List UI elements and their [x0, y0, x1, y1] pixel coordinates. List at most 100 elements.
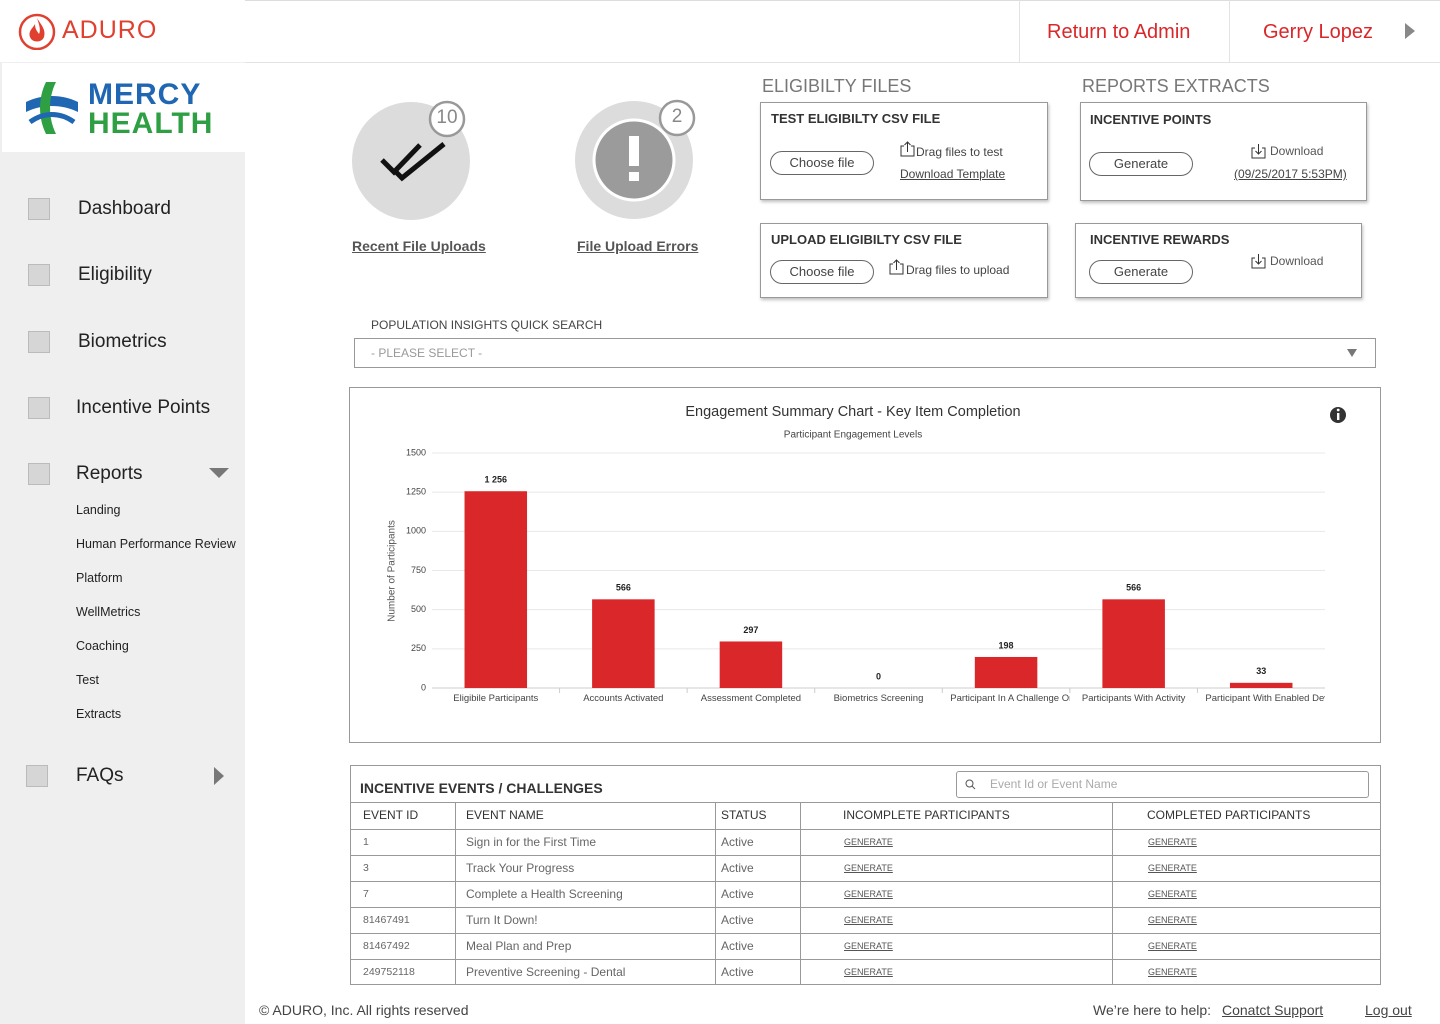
x-tick-label-box: Eligibile Participants — [453, 693, 538, 704]
generate-link[interactable]: GENERATE — [844, 837, 893, 847]
download-icon — [1251, 254, 1266, 269]
divider — [1019, 0, 1020, 62]
support-link[interactable]: Conatct Support — [1222, 1002, 1324, 1018]
download-icon — [1251, 144, 1266, 159]
event-id: 81467492 — [363, 940, 410, 952]
card-title: UPLOAD ELIGIBILTY CSV FILE — [771, 232, 962, 247]
event-id: 1 — [363, 836, 369, 848]
nav-subitem[interactable]: Landing — [76, 503, 121, 517]
nav-item[interactable]: Dashboard — [78, 198, 171, 219]
row-line — [350, 984, 1380, 985]
download-link[interactable]: Download — [1270, 254, 1324, 268]
y-tick-label: 1250 — [406, 487, 426, 497]
help-text: We’re here to help: — [1093, 1002, 1212, 1018]
incentive-points-card — [1080, 102, 1367, 201]
top-bar — [0, 0, 1440, 63]
nav-subitem[interactable]: Platform — [76, 571, 123, 585]
generate-link[interactable]: GENERATE — [1148, 967, 1197, 977]
reports-expand[interactable] — [208, 466, 230, 480]
row-line — [350, 829, 1380, 830]
generate-button[interactable]: Generate — [1089, 152, 1193, 176]
chart: Engagement Summary Chart - Key Item Comp… — [387, 404, 1346, 704]
x-tick-label-box: Participant In A Challenge Or Goal — [950, 693, 1070, 704]
event-status: Active — [721, 913, 754, 927]
return-admin[interactable]: Return to Admin — [1047, 21, 1191, 43]
user-name[interactable]: Gerry Lopez — [1263, 21, 1374, 43]
event-id: 7 — [363, 888, 369, 900]
event-name: Complete a Health Screening — [466, 887, 623, 901]
bar — [1102, 599, 1165, 688]
generate-link[interactable]: GENERATE — [1148, 863, 1197, 873]
upload-errors-link[interactable]: File Upload Errors — [577, 238, 699, 254]
nav-item[interactable]: FAQs — [76, 765, 124, 786]
download-link[interactable]: Download — [1270, 144, 1324, 158]
value-label: 198 — [999, 640, 1014, 650]
nav-icon — [28, 463, 50, 485]
column-header: INCOMPLETE PARTICIPANTS — [843, 808, 1010, 822]
x-tick-label: Biometrics Screening — [833, 693, 924, 704]
value-label: 0 — [876, 671, 881, 681]
choose-file-button[interactable]: Choose file — [770, 151, 874, 175]
generate-link[interactable]: GENERATE — [844, 915, 893, 925]
event-name: Turn It Down! — [466, 913, 538, 927]
drag-hint: Drag files to upload — [906, 263, 1010, 277]
generate-link[interactable]: GENERATE — [1148, 889, 1197, 899]
download-date[interactable]: (09/25/2017 5:53PM) — [1234, 167, 1347, 181]
recent-uploads-icon[interactable] — [350, 98, 480, 224]
generate-link[interactable]: GENERATE — [844, 967, 893, 977]
nav-subitem[interactable]: Coaching — [76, 639, 129, 653]
event-search-input[interactable] — [956, 771, 1369, 798]
event-name: Sign in for the First Time — [466, 835, 597, 849]
x-tick-label: Participant With Enabled Device — [1205, 693, 1325, 704]
column-line — [1112, 802, 1113, 984]
column-line — [455, 802, 456, 984]
section-heading: REPORTS EXTRACTS — [1082, 76, 1270, 96]
x-tick-label: Participants With Activity — [1081, 693, 1186, 704]
bar — [592, 599, 655, 688]
choose-file-button[interactable]: Choose file — [770, 260, 874, 284]
bar — [719, 641, 783, 688]
generate-link[interactable]: GENERATE — [844, 889, 893, 899]
search-label: POPULATION INSIGHTS QUICK SEARCH — [371, 318, 603, 332]
chart-title: Engagement Summary Chart - Key Item Comp… — [685, 404, 1020, 420]
x-tick-label-box: Assessment Completed — [701, 693, 801, 704]
nav-subitem[interactable]: Test — [76, 673, 99, 687]
logout-link[interactable]: Log out — [1365, 1002, 1412, 1018]
generate-button[interactable]: Generate — [1089, 260, 1193, 284]
nav-icon — [26, 765, 48, 787]
recent-uploads-link[interactable]: Recent File Uploads — [352, 238, 486, 254]
generate-link[interactable]: GENERATE — [844, 863, 893, 873]
event-status: Active — [721, 835, 754, 849]
nav-item[interactable]: Eligibility — [78, 264, 152, 285]
value-label: 566 — [1126, 583, 1141, 593]
nav-item[interactable]: Biometrics — [78, 331, 167, 352]
population-select[interactable] — [354, 338, 1376, 368]
generate-link[interactable]: GENERATE — [844, 941, 893, 951]
chart-subtitle: Participant Engagement Levels — [784, 430, 922, 441]
nav-subitem[interactable]: Human Performance Review — [76, 537, 236, 551]
upload-icon — [900, 141, 915, 157]
nav-subitem[interactable]: Extracts — [76, 707, 122, 721]
column-header: EVENT NAME — [466, 808, 544, 822]
value-label: 297 — [743, 625, 758, 635]
event-id: 81467491 — [363, 914, 410, 926]
user-menu-arrow[interactable] — [1403, 22, 1417, 40]
generate-link[interactable]: GENERATE — [1148, 915, 1197, 925]
nav-icon — [28, 331, 50, 353]
generate-link[interactable]: GENERATE — [1148, 837, 1197, 847]
download-template-link[interactable]: Download Template — [900, 167, 1006, 181]
brand-name: ADURO — [62, 16, 158, 44]
nav-item[interactable]: Incentive Points — [76, 397, 211, 418]
faqs-expand[interactable] — [212, 766, 226, 786]
column-line — [715, 802, 716, 984]
info-icon[interactable] — [1330, 407, 1346, 423]
row-line — [350, 881, 1380, 882]
generate-link[interactable]: GENERATE — [1148, 941, 1197, 951]
brand-icon — [18, 13, 56, 50]
event-name: Meal Plan and Prep — [466, 939, 572, 953]
nav-item[interactable]: Reports — [76, 463, 143, 484]
upload-errors-icon[interactable] — [573, 98, 703, 224]
nav-subitem[interactable]: WellMetrics — [76, 605, 141, 619]
y-tick-label: 500 — [411, 604, 426, 614]
x-tick-label-box: Participants With Activity — [1081, 693, 1186, 704]
